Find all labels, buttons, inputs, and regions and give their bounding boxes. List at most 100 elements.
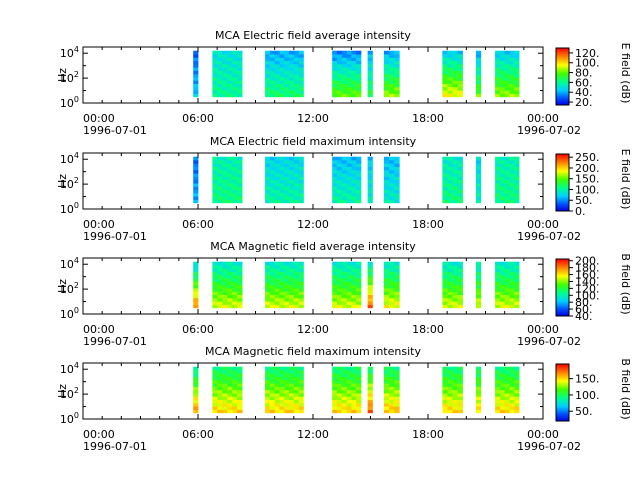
- data-cell: [193, 73, 199, 78]
- data-cell: [217, 373, 223, 377]
- data-cell: [265, 70, 271, 75]
- data-cell: [383, 93, 390, 98]
- data-cell: [284, 166, 290, 171]
- data-cell: [356, 160, 362, 164]
- data-cell: [475, 186, 482, 191]
- data-cell: [394, 57, 400, 61]
- data-cell: [227, 406, 233, 410]
- data-cell: [332, 379, 338, 384]
- data-cell: [298, 301, 304, 305]
- data-cell: [447, 366, 453, 371]
- data-cell: [514, 297, 520, 302]
- data-cell: [499, 406, 506, 410]
- data-cell: [452, 288, 458, 292]
- data-cell: [495, 67, 501, 71]
- data-cell: [212, 268, 218, 272]
- data-cell: [341, 301, 347, 305]
- data-cell: [279, 386, 285, 391]
- data-cell: [495, 70, 501, 75]
- x-date-label: 1996-07-02: [517, 230, 581, 243]
- data-cell: [499, 186, 506, 191]
- data-cell: [351, 393, 357, 397]
- data-cell: [383, 402, 390, 407]
- x-tick-label: 12:00: [297, 428, 329, 441]
- data-cell: [389, 379, 395, 384]
- data-cell: [499, 83, 506, 88]
- data-cell: [265, 409, 271, 414]
- data-cell: [227, 297, 233, 302]
- data-cell: [193, 271, 199, 276]
- data-cell: [394, 389, 400, 394]
- data-cell: [389, 67, 395, 71]
- data-cell: [336, 393, 343, 397]
- data-cell: [289, 294, 295, 299]
- data-cell: [193, 288, 199, 292]
- data-cell: [475, 409, 482, 414]
- data-cell: [341, 386, 347, 391]
- data-cell: [341, 294, 347, 299]
- data-cell: [336, 70, 343, 75]
- data-cell: [499, 265, 506, 269]
- data-cell: [356, 281, 362, 286]
- data-cell: [394, 402, 400, 407]
- data-cell: [222, 297, 228, 302]
- data-cell: [475, 366, 482, 371]
- data-cell: [394, 90, 400, 94]
- data-cell: [383, 261, 390, 266]
- data-cell: [346, 379, 352, 384]
- data-cell: [232, 393, 238, 397]
- data-cell: [514, 179, 520, 184]
- data-cell: [475, 406, 482, 410]
- data-cell: [356, 268, 362, 272]
- panel-4: MCA Magnetic field maximum intensity00:0…: [56, 345, 632, 453]
- data-cell: [495, 169, 501, 174]
- data-cell: [237, 179, 243, 184]
- data-cell: [212, 169, 218, 174]
- data-cell: [447, 160, 453, 164]
- data-cell: [514, 402, 520, 407]
- data-cell: [298, 166, 304, 171]
- colorbar-tick-label: 60.: [575, 303, 593, 316]
- data-cell: [389, 86, 395, 91]
- data-cell: [193, 373, 199, 377]
- data-cell: [336, 93, 343, 98]
- data-cell: [499, 271, 506, 276]
- data-cell: [351, 163, 357, 167]
- data-block: [475, 261, 482, 309]
- data-cell: [389, 169, 395, 174]
- data-cell: [289, 173, 295, 177]
- data-cell: [227, 291, 233, 296]
- data-cell: [265, 281, 271, 286]
- data-cell: [212, 173, 218, 177]
- data-cell: [284, 288, 290, 292]
- data-cell: [495, 186, 501, 191]
- data-cell: [447, 268, 453, 272]
- data-cell: [452, 393, 458, 397]
- data-cell: [237, 77, 243, 81]
- data-cell: [227, 409, 233, 414]
- data-cell: [447, 288, 453, 292]
- data-cell: [367, 70, 373, 75]
- data-cell: [212, 383, 218, 387]
- data-cell: [265, 393, 271, 397]
- data-cell: [394, 54, 400, 58]
- data-cell: [442, 261, 448, 266]
- data-block: [383, 50, 400, 98]
- data-cell: [447, 284, 453, 289]
- data-cell: [389, 284, 395, 289]
- data-cell: [457, 199, 463, 204]
- data-cell: [389, 54, 395, 58]
- data-cell: [514, 396, 520, 401]
- data-cell: [367, 183, 373, 187]
- data-cell: [351, 60, 357, 65]
- data-cell: [495, 268, 501, 272]
- data-cell: [284, 265, 290, 269]
- data-block: [193, 366, 199, 414]
- data-cell: [356, 67, 362, 71]
- data-cell: [367, 163, 373, 167]
- data-cell: [504, 370, 510, 374]
- data-cell: [452, 284, 458, 289]
- data-cell: [457, 399, 463, 404]
- data-cell: [341, 199, 347, 204]
- data-cell: [367, 268, 373, 272]
